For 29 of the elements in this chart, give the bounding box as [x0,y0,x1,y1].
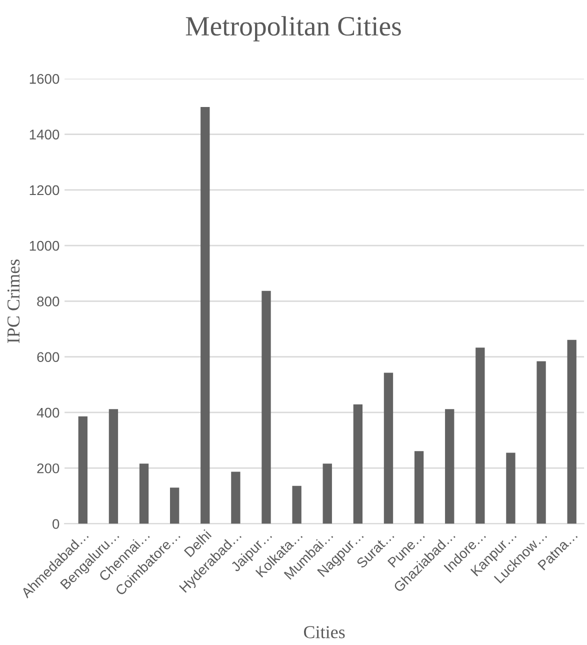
bar [536,361,546,524]
bar [262,290,271,524]
chart-title: Metropolitan Cities [186,16,401,42]
bar [170,488,180,524]
bar [567,340,576,524]
bar [445,409,454,524]
y-axis-title: IPC Crimes [7,259,20,343]
bar [108,409,118,524]
bar [384,372,394,524]
y-tick-label: 400 [36,408,60,418]
y-tick-label: 1200 [30,185,60,196]
bar [200,107,210,524]
bar [506,452,516,524]
x-axis-title: Cities [304,626,345,638]
y-tick-label: 600 [37,352,60,362]
y-tick-label: 0 [52,519,60,529]
bar [139,464,149,524]
bar [414,451,424,524]
y-tick-label: 1000 [30,240,60,251]
y-tick-label: 200 [37,463,60,474]
bar [231,472,240,524]
y-tick-label: 800 [37,296,60,306]
y-tick-label: 1600 [30,74,60,84]
bar [78,416,88,524]
bar [292,486,302,524]
bar [476,348,485,524]
bar [353,404,363,524]
y-tick-label: 1400 [30,130,60,140]
bar [322,464,332,524]
